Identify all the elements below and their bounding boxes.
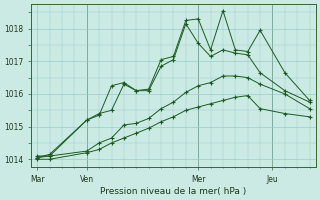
X-axis label: Pression niveau de la mer( hPa ): Pression niveau de la mer( hPa )	[100, 187, 247, 196]
